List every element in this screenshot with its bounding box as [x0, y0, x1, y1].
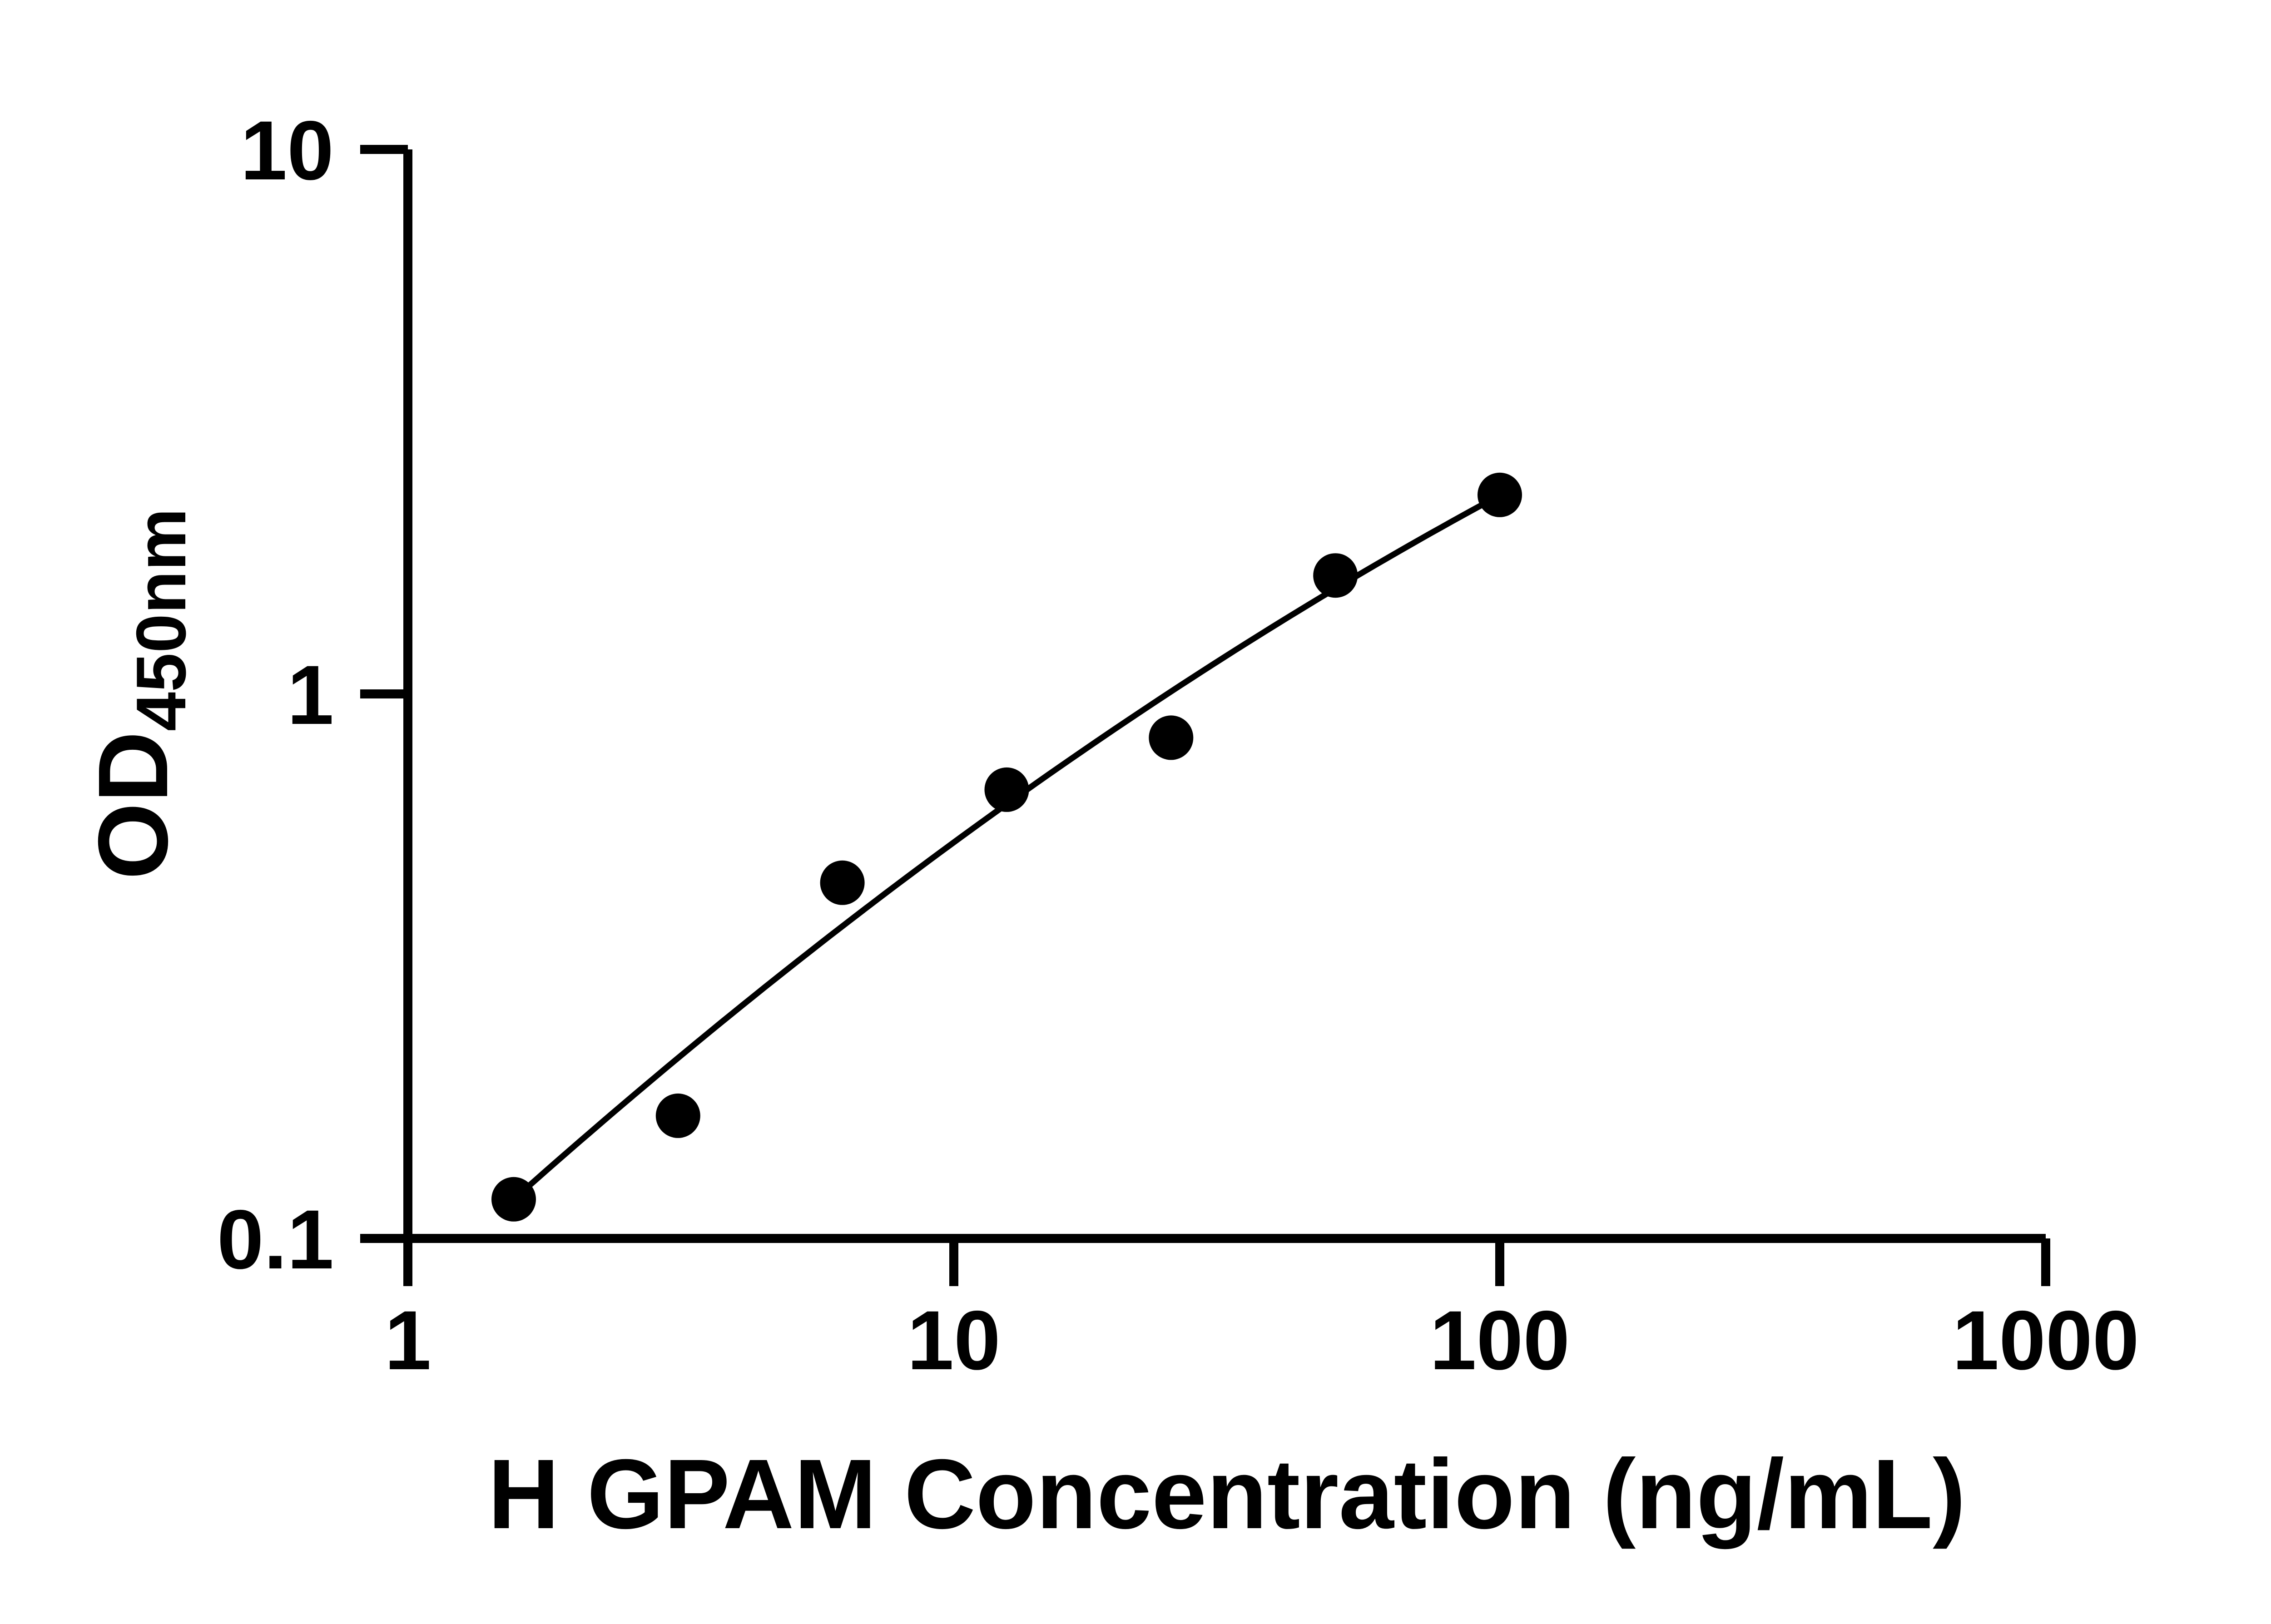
y-axis-title-main: OD — [78, 731, 188, 880]
fit-line — [511, 494, 1500, 1203]
data-point — [1149, 715, 1194, 760]
data-point — [820, 860, 865, 905]
data-point — [984, 767, 1029, 812]
x-tick-label-1: 1 — [385, 1294, 431, 1387]
data-point — [1313, 553, 1358, 598]
y-axis-title: OD450nm — [78, 508, 200, 880]
y-tick-label-10: 10 — [240, 104, 334, 198]
x-tick-label-1000: 1000 — [1952, 1294, 2139, 1387]
x-tick-label-10: 10 — [907, 1294, 1001, 1387]
y-tick-label-1: 1 — [287, 649, 334, 742]
data-points-group — [491, 472, 1522, 1222]
y-axis-title-subscript: 450nm — [122, 508, 200, 731]
data-point — [655, 1093, 700, 1138]
x-axis-title: H GPAM Concentration (ng/mL) — [488, 1439, 1966, 1550]
fit-line-group — [511, 494, 1500, 1203]
data-point — [491, 1177, 536, 1222]
data-point — [1478, 472, 1522, 517]
axes-group: 0.1 1 10 1 10 100 1000 — [217, 104, 2139, 1387]
y-tick-label-0.1: 0.1 — [217, 1193, 334, 1287]
x-tick-label-100: 100 — [1430, 1294, 1570, 1387]
